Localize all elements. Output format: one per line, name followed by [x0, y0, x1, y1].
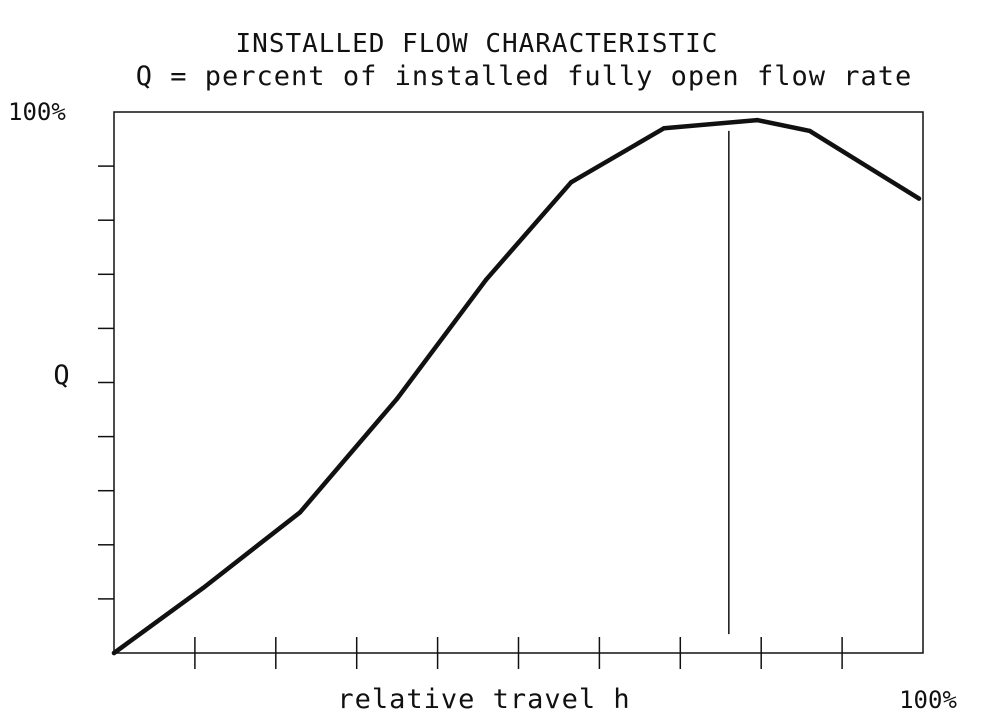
series-line [111, 117, 922, 656]
plot-frame [113, 111, 924, 654]
data-point [661, 126, 667, 131]
x-axis-max-label: 100% [899, 686, 957, 714]
data-point [916, 196, 922, 201]
data-point [754, 117, 760, 123]
data-point [483, 277, 489, 282]
x-axis-label: relative travel h [337, 684, 630, 715]
chart-title: INSTALLED FLOW CHARACTERISTIC [236, 29, 719, 59]
chart-subtitle: Q = percent of installed fully open flow… [136, 61, 913, 92]
data-point [807, 128, 812, 134]
data-point [200, 585, 206, 591]
x-axis-ticks [194, 637, 843, 669]
data-point [394, 396, 400, 401]
series-layer [111, 117, 922, 656]
data-point [111, 650, 117, 656]
y-axis-max-label: 100% [8, 98, 66, 126]
y-axis-label: Q [53, 360, 70, 391]
y-axis-ticks [98, 165, 114, 600]
data-point [297, 510, 303, 515]
data-point [568, 180, 574, 185]
